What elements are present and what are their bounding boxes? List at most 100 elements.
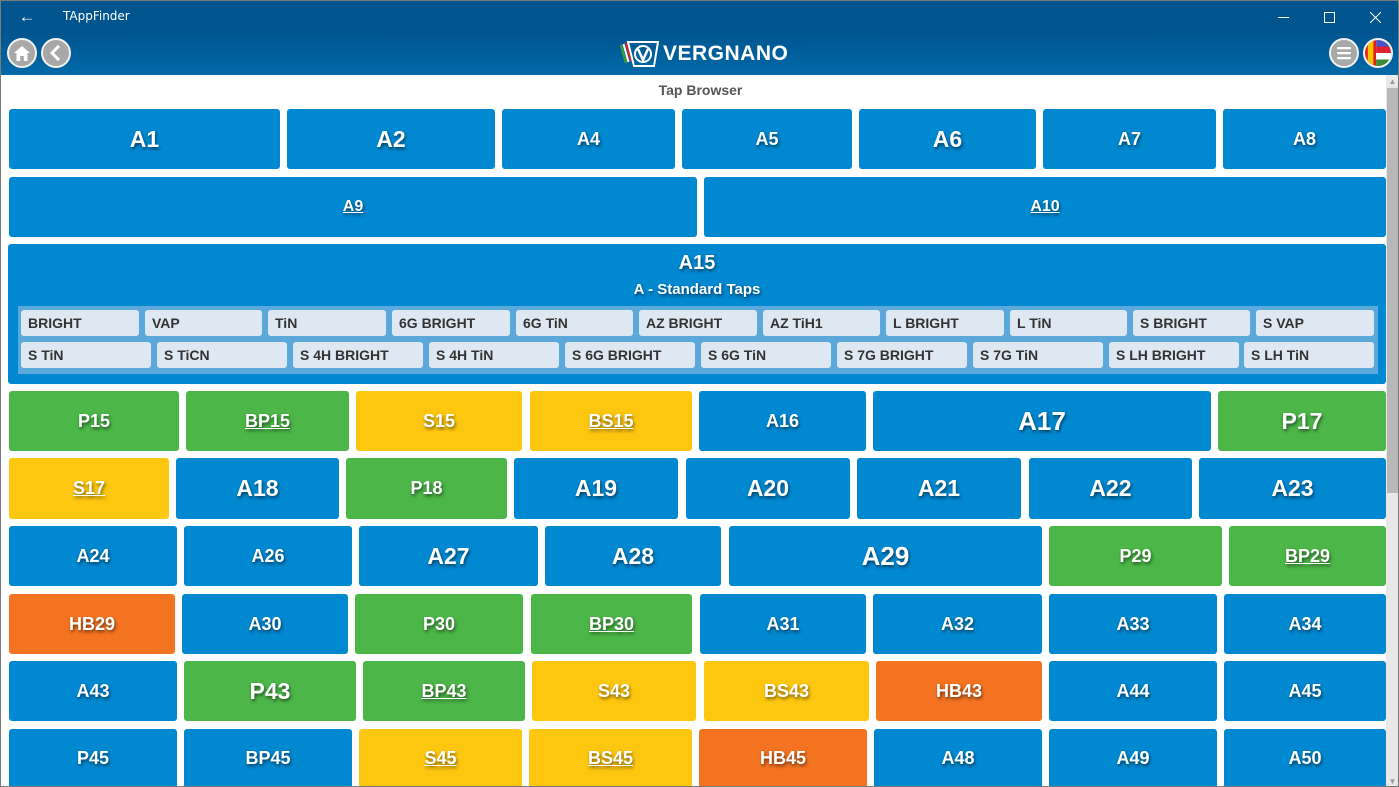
tap-tile-a9[interactable]: A9	[9, 177, 697, 237]
tap-tile-a2[interactable]: A2	[287, 109, 495, 169]
tap-tile-a34[interactable]: A34	[1224, 594, 1386, 654]
tap-tile-a6[interactable]: A6	[859, 109, 1036, 169]
tap-tile-p18[interactable]: P18	[346, 458, 507, 519]
tap-tile-p30[interactable]: P30	[355, 594, 523, 654]
tap-tile-a4[interactable]: A4	[502, 109, 675, 169]
tap-tile-s43[interactable]: S43	[532, 661, 696, 721]
tap-tile-a22[interactable]: A22	[1029, 458, 1192, 519]
tap-tile-hb45[interactable]: HB45	[699, 729, 867, 786]
tap-tile-a20[interactable]: A20	[686, 458, 850, 519]
coating-chip[interactable]: S 4H TiN	[429, 342, 559, 368]
language-button[interactable]	[1363, 38, 1393, 68]
tap-tile-bp45[interactable]: BP45	[184, 729, 352, 786]
tile-label: A26	[251, 545, 285, 566]
coating-chip[interactable]: TiN	[268, 310, 386, 336]
menu-button[interactable]	[1329, 38, 1359, 68]
tap-tile-a33[interactable]: A33	[1049, 594, 1217, 654]
coating-chip[interactable]: BRIGHT	[21, 310, 139, 336]
back-arrow-icon[interactable]: ←	[18, 7, 36, 26]
tap-tile-bs15[interactable]: BS15	[530, 391, 692, 451]
minimize-button[interactable]	[1260, 1, 1306, 33]
tap-tile-a16[interactable]: A16	[699, 391, 866, 451]
tap-tile-hb29[interactable]: HB29	[9, 594, 175, 654]
coating-chip[interactable]: AZ BRIGHT	[639, 310, 757, 336]
coating-chip[interactable]: 6G TiN	[516, 310, 633, 336]
tap-tile-a23[interactable]: A23	[1199, 458, 1386, 519]
tap-tile-p15[interactable]: P15	[9, 391, 179, 451]
back-button[interactable]	[41, 38, 71, 68]
coating-chip[interactable]: S TiN	[21, 342, 151, 368]
tile-label: A6	[932, 125, 963, 152]
tap-tile-a10[interactable]: A10	[704, 177, 1386, 237]
tap-tile-a21[interactable]: A21	[857, 458, 1021, 519]
tap-tile-a7[interactable]: A7	[1043, 109, 1216, 169]
coating-chip-list: BRIGHT VAP TiN 6G BRIGHT 6G TiN AZ BRIGHT AZ T…	[18, 306, 1378, 374]
coating-chip[interactable]: AZ TiH1	[763, 310, 880, 336]
tap-tile-hb43[interactable]: HB43	[876, 661, 1042, 721]
coating-chip[interactable]: S 6G TiN	[701, 342, 831, 368]
tap-tile-a29[interactable]: A29	[729, 526, 1042, 586]
tap-tile-bp29[interactable]: BP29	[1229, 526, 1386, 586]
tap-tile-s45[interactable]: S45	[359, 729, 522, 786]
tap-tile-bp43[interactable]: BP43	[363, 661, 525, 721]
coating-chip[interactable]: S LH BRIGHT	[1109, 342, 1239, 368]
coating-chip[interactable]: S 6G BRIGHT	[565, 342, 695, 368]
tap-tile-a48[interactable]: A48	[874, 729, 1042, 786]
coating-chip[interactable]: S TiCN	[157, 342, 287, 368]
tap-tile-p45[interactable]: P45	[9, 729, 177, 786]
a15-panel[interactable]: A15 A - Standard Taps BRIGHT VAP TiN 6G BRI…	[8, 244, 1386, 384]
coating-chip[interactable]: S 4H BRIGHT	[293, 342, 423, 368]
tap-tile-a50[interactable]: A50	[1224, 729, 1386, 786]
scroll-up-icon[interactable]: ▲	[1388, 77, 1397, 86]
tap-tile-p29[interactable]: P29	[1049, 526, 1222, 586]
maximize-button[interactable]	[1306, 1, 1352, 33]
home-icon	[14, 45, 30, 61]
coating-chip[interactable]: 6G BRIGHT	[392, 310, 510, 336]
chevron-left-icon	[49, 45, 61, 61]
tap-tile-a30[interactable]: A30	[182, 594, 348, 654]
coating-chip[interactable]: L TiN	[1010, 310, 1127, 336]
tap-tile-a45[interactable]: A45	[1224, 661, 1386, 721]
tap-tile-a17[interactable]: A17	[873, 391, 1211, 451]
coating-chip[interactable]: S VAP	[1256, 310, 1374, 336]
tap-tile-a18[interactable]: A18	[176, 458, 339, 519]
tap-tile-s15[interactable]: S15	[356, 391, 522, 451]
tile-label: A45	[1288, 680, 1322, 701]
tap-tile-a32[interactable]: A32	[873, 594, 1042, 654]
close-button[interactable]	[1352, 1, 1398, 33]
tap-tile-p17[interactable]: P17	[1218, 391, 1386, 451]
coating-chip[interactable]: S LH TiN	[1244, 342, 1374, 368]
tap-tile-bp30[interactable]: BP30	[531, 594, 692, 654]
logo-mark-icon	[619, 41, 662, 67]
tap-tile-a8[interactable]: A8	[1223, 109, 1386, 169]
coating-chip[interactable]: L BRIGHT	[886, 310, 1004, 336]
tap-tile-a27[interactable]: A27	[359, 526, 538, 586]
tile-label: S17	[72, 478, 106, 498]
tile-label: BS45	[587, 748, 634, 768]
tap-tile-a44[interactable]: A44	[1049, 661, 1217, 721]
tap-tile-a31[interactable]: A31	[700, 594, 866, 654]
tap-tile-bs45[interactable]: BS45	[529, 729, 692, 786]
tap-tile-p43[interactable]: P43	[184, 661, 356, 721]
tap-tile-a49[interactable]: A49	[1049, 729, 1217, 786]
tap-tile-bs43[interactable]: BS43	[704, 661, 869, 721]
tap-tile-a43[interactable]: A43	[9, 661, 177, 721]
tap-tile-a1[interactable]: A1	[9, 109, 280, 169]
scrollbar-thumb[interactable]	[1387, 88, 1398, 493]
tap-tile-a5[interactable]: A5	[682, 109, 852, 169]
tap-tile-a19[interactable]: A19	[514, 458, 678, 519]
scroll-down-icon[interactable]: ▼	[1388, 777, 1397, 786]
coating-chip[interactable]: S 7G BRIGHT	[837, 342, 967, 368]
coating-chip[interactable]: S BRIGHT	[1133, 310, 1250, 336]
tap-tile-bp15[interactable]: BP15	[186, 391, 349, 451]
vertical-scrollbar[interactable]: ▲ ▼	[1386, 75, 1398, 786]
coating-chip[interactable]: VAP	[145, 310, 262, 336]
tap-tile-a28[interactable]: A28	[545, 526, 721, 586]
coating-chip[interactable]: S 7G TiN	[973, 342, 1103, 368]
tap-tile-s17[interactable]: S17	[9, 458, 169, 519]
home-button[interactable]	[7, 38, 37, 68]
tap-tile-a24[interactable]: A24	[9, 526, 177, 586]
tap-tile-a26[interactable]: A26	[184, 526, 352, 586]
tile-label: A23	[1271, 475, 1314, 501]
